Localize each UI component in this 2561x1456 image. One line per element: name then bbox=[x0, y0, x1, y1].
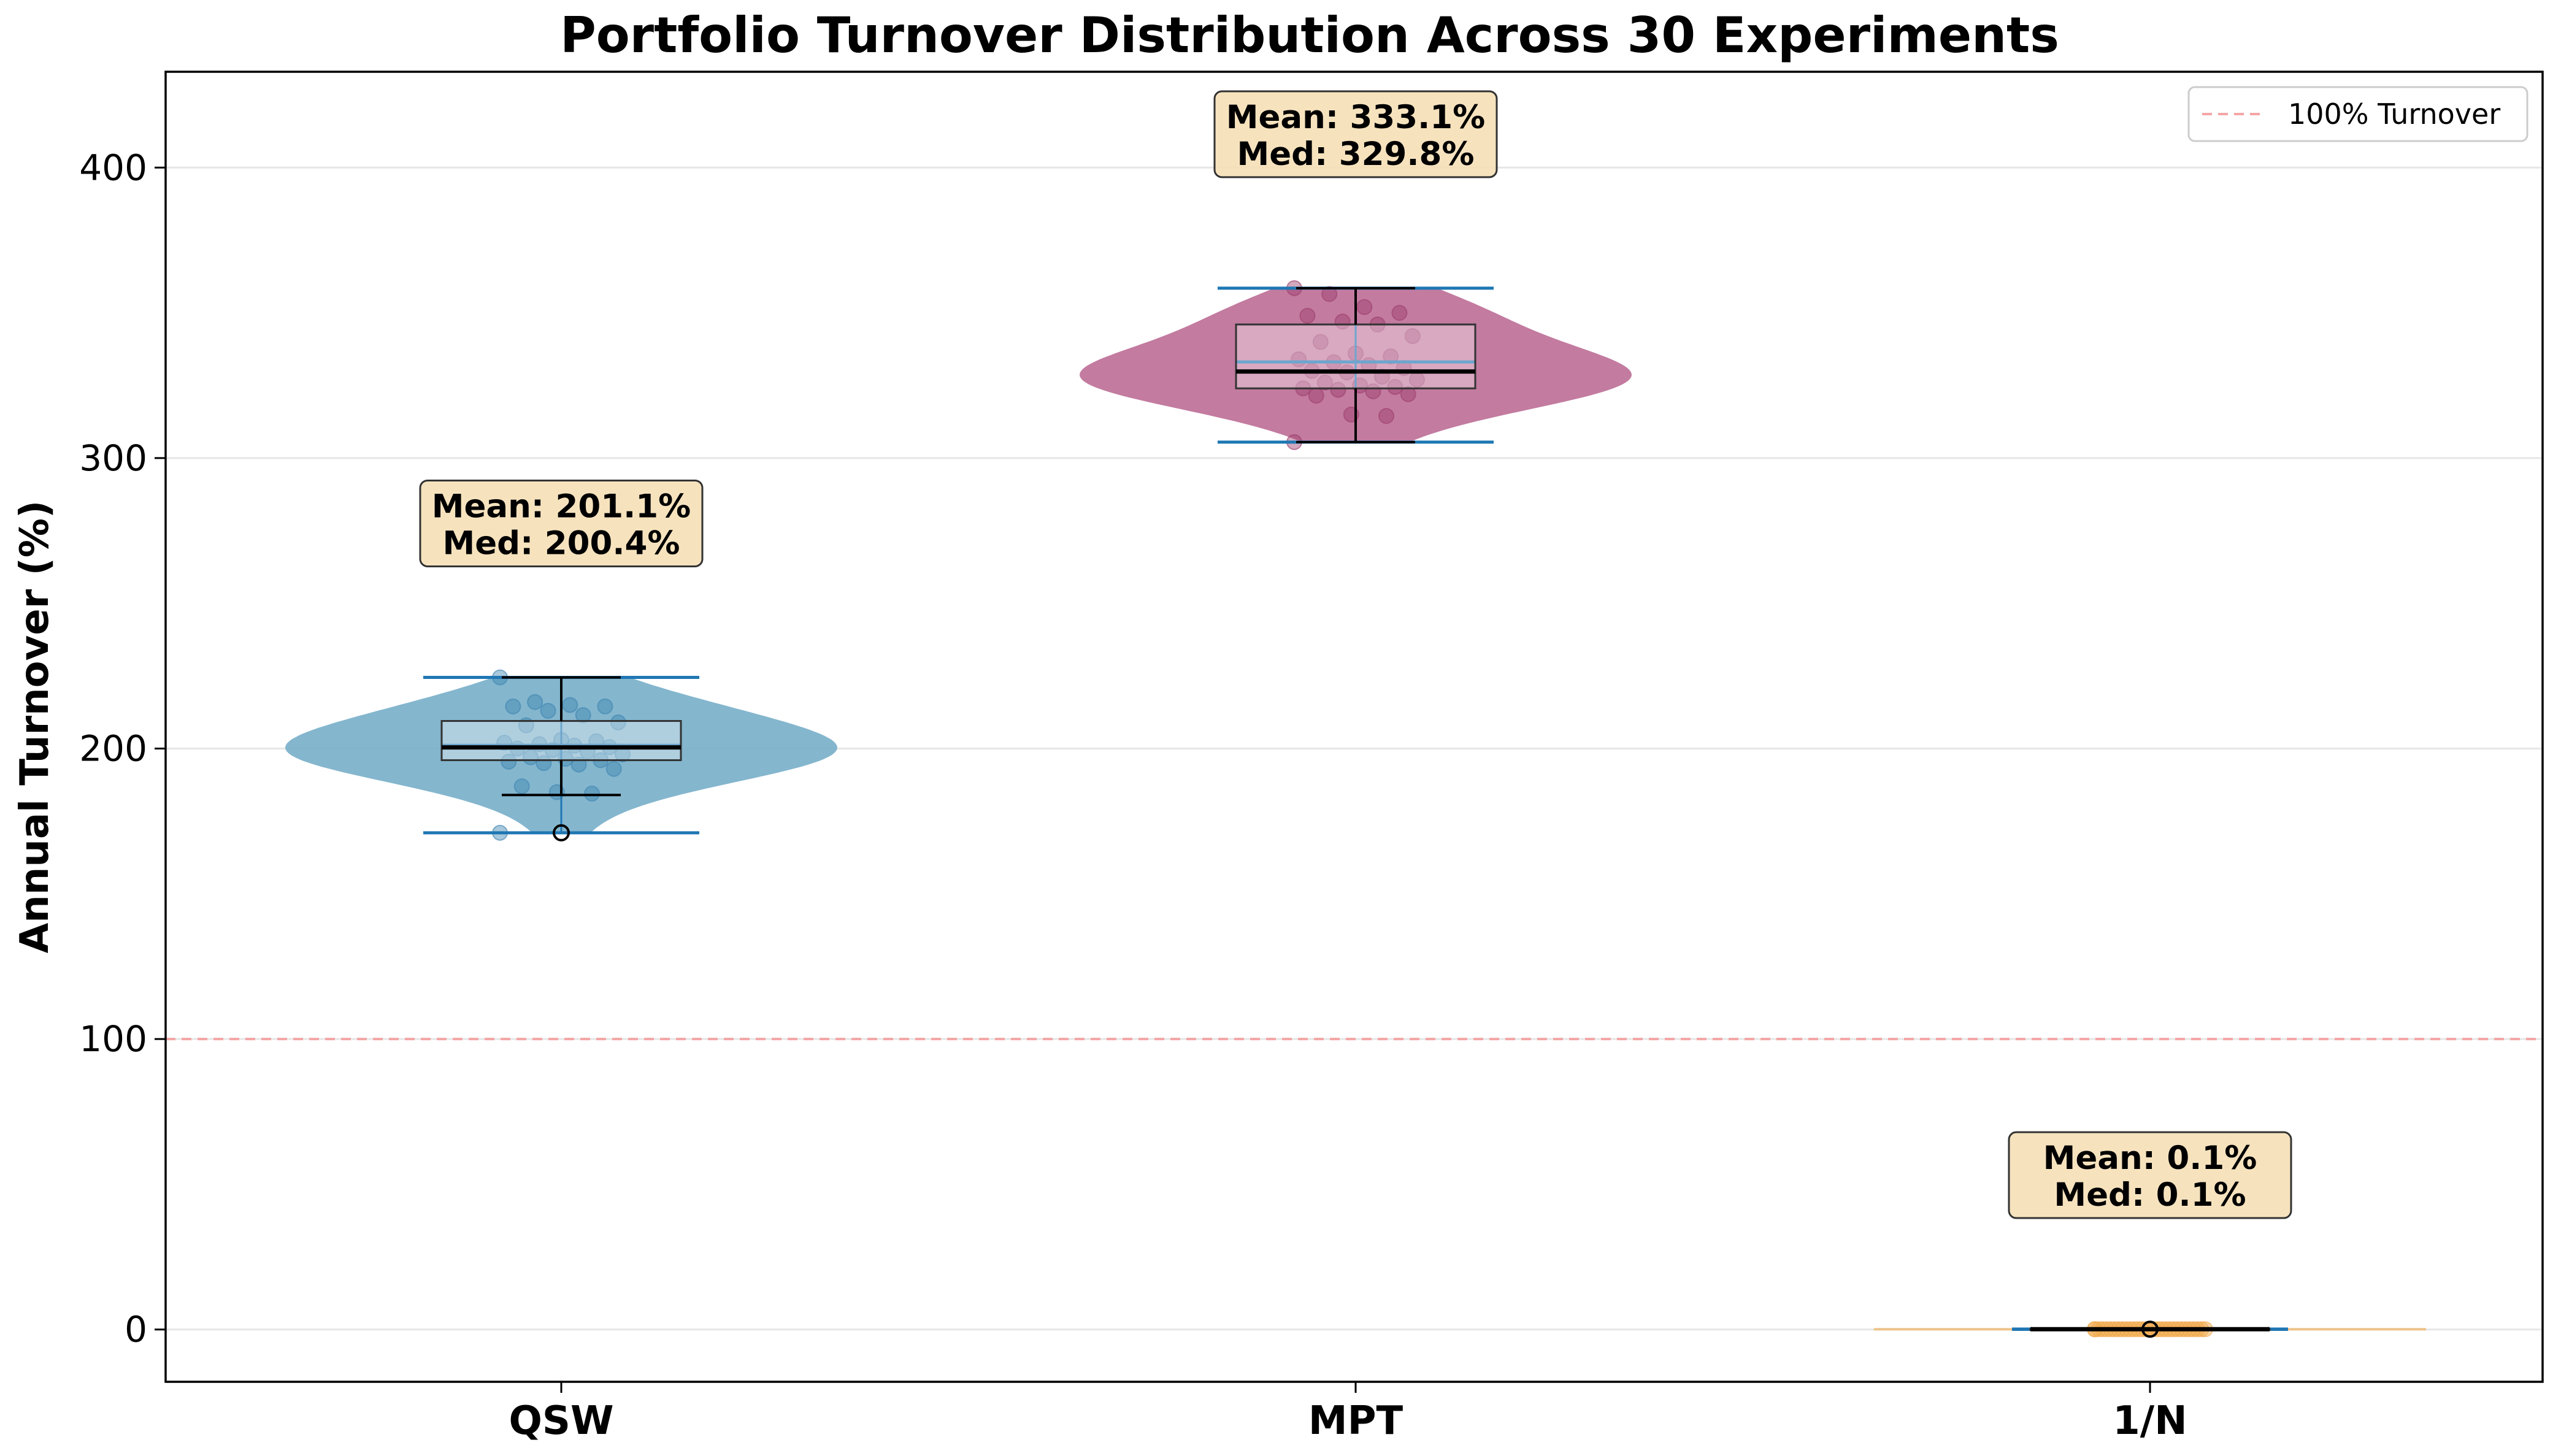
data-point bbox=[505, 698, 521, 715]
data-point bbox=[597, 698, 613, 715]
data-point bbox=[1317, 374, 1333, 391]
data-point bbox=[1400, 386, 1416, 402]
outlier-point bbox=[2141, 1320, 2159, 1338]
data-point bbox=[562, 697, 578, 713]
x-axis: QSW MPT 1/N bbox=[509, 1382, 2187, 1444]
box bbox=[1235, 323, 1476, 389]
data-point bbox=[575, 707, 591, 724]
x-tick-label: 1/N bbox=[2113, 1398, 2187, 1444]
outlier-point bbox=[553, 824, 570, 841]
annotation-mean: Mean: 0.1% bbox=[2043, 1140, 2257, 1177]
annotation-median: Med: 200.4% bbox=[442, 524, 680, 562]
data-point bbox=[540, 702, 556, 719]
data-point bbox=[1391, 305, 1408, 321]
data-point bbox=[1404, 328, 1421, 344]
box bbox=[440, 720, 682, 761]
data-point bbox=[1312, 334, 1329, 350]
data-point bbox=[1378, 408, 1394, 424]
data-point bbox=[1383, 348, 1399, 365]
annotation-median: Med: 0.1% bbox=[2054, 1176, 2246, 1214]
y-tick-label: 200 bbox=[79, 728, 147, 770]
data-point bbox=[501, 753, 517, 770]
x-tick-label: QSW bbox=[509, 1398, 613, 1444]
data-point bbox=[527, 694, 543, 710]
y-tick-label: 300 bbox=[79, 437, 147, 479]
chart-title: Portfolio Turnover Distribution Across 3… bbox=[560, 7, 2059, 64]
data-point bbox=[1356, 299, 1373, 315]
y-axis: 0 100 200 300 400 bbox=[79, 147, 166, 1351]
annotations-group: Mean: 201.1%Med: 200.4%Mean: 333.1%Med: … bbox=[419, 90, 2292, 1219]
y-axis-label: Annual Turnover (%) bbox=[12, 500, 58, 954]
y-tick-label: 100 bbox=[79, 1018, 147, 1060]
y-tick-label: 0 bbox=[125, 1309, 147, 1351]
annotation-mean: Mean: 201.1% bbox=[432, 488, 691, 525]
annotation-median: Med: 329.8% bbox=[1237, 136, 1474, 173]
data-point bbox=[513, 778, 530, 795]
legend-label-reference-line: 100% Turnover bbox=[2288, 98, 2500, 131]
annotation-box bbox=[1213, 90, 1498, 178]
legend-frame bbox=[2187, 86, 2528, 142]
y-tick-label: 400 bbox=[79, 147, 147, 188]
data-point bbox=[584, 785, 600, 802]
annotation-box bbox=[2008, 1131, 2292, 1219]
data-point bbox=[1299, 307, 1316, 324]
legend: 100% Turnover bbox=[2187, 86, 2528, 142]
x-tick-label: MPT bbox=[1308, 1398, 1403, 1444]
data-point bbox=[1387, 378, 1403, 395]
annotation-mean: Mean: 333.1% bbox=[1226, 99, 1486, 136]
data-point bbox=[1330, 381, 1346, 398]
plot-area-frame bbox=[164, 71, 2544, 1383]
data-point bbox=[1308, 388, 1324, 404]
data-point bbox=[610, 714, 626, 730]
data-point bbox=[605, 761, 622, 777]
annotation-box bbox=[419, 479, 704, 567]
data-point bbox=[1321, 286, 1338, 302]
boxplots-group bbox=[423, 286, 2288, 1338]
